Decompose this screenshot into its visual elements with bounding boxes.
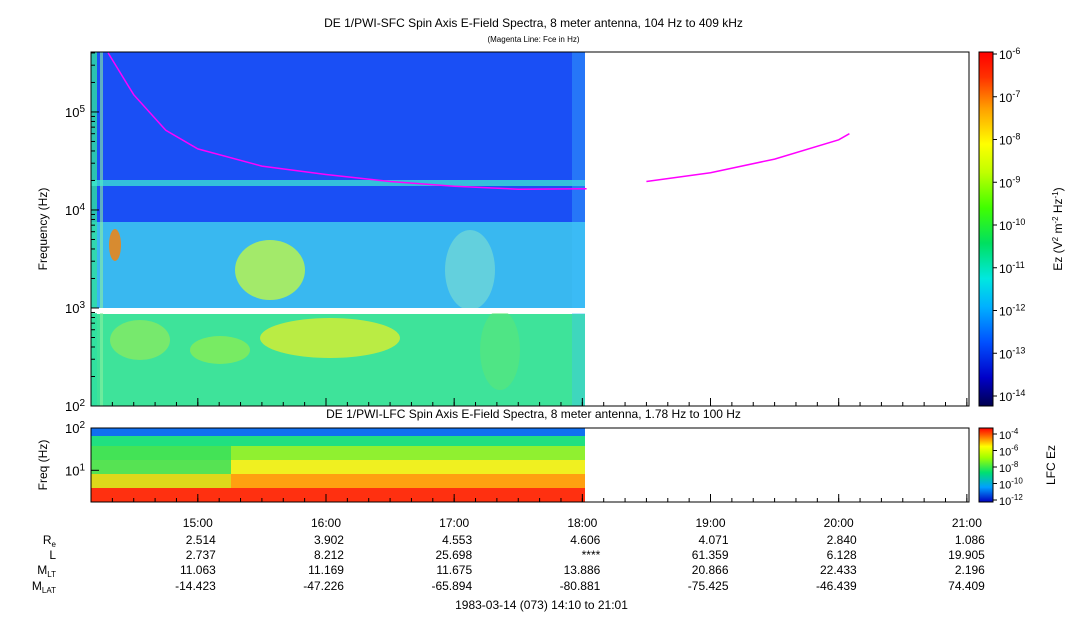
lfc-plot-frame [90, 427, 970, 503]
ephemeris-value: -65.894 [431, 579, 472, 593]
sfc-colorbar-tick-label: 10-10 [999, 217, 1025, 233]
ephemeris-value: 74.409 [948, 579, 985, 593]
time-tick-label: 18:00 [567, 516, 597, 530]
fce-line-segment [646, 133, 850, 183]
lfc-ytick-label: 101 [65, 462, 85, 478]
ephemeris-value: **** [582, 548, 601, 562]
fce-line-group [107, 52, 850, 190]
lfc-ylabel: Freq (Hz) [36, 440, 50, 491]
sfc-colorbar-label: Ez (V2 m-2 Hz-1) [1051, 187, 1065, 270]
ephemeris-value: -46.439 [816, 579, 857, 593]
lfc-ytick-label: 102 [65, 420, 85, 436]
ephemeris-value: 13.886 [564, 563, 601, 577]
ephemeris-row-label: MLAT [32, 579, 56, 595]
axis-ticks: 102 103 104 105 101 102 15:00 16:00 17:00 18:00 19… [32, 46, 1025, 595]
sfc-colorbar [978, 51, 994, 407]
ephemeris-value: 1.086 [955, 533, 985, 547]
time-tick-label: 17:00 [439, 516, 469, 530]
sfc-colorbar-tick-label: 10-14 [999, 388, 1025, 404]
lfc-colorbar-tick-label: 10-10 [999, 477, 1023, 492]
top-panel-title: DE 1/PWI-SFC Spin Axis E-Field Spectra, … [324, 16, 743, 30]
ephemeris-value: 2.840 [827, 533, 857, 547]
time-tick-label: 15:00 [183, 516, 213, 530]
ephemeris-value: 2.196 [955, 563, 985, 577]
sfc-colorbar-tick-label: 10-13 [999, 345, 1025, 361]
ephemeris-value: 2.737 [186, 548, 216, 562]
ephemeris-value: -80.881 [560, 579, 601, 593]
lfc-colorbar-tick-label: 10-8 [999, 460, 1019, 475]
time-tick-label: 19:00 [695, 516, 725, 530]
ephemeris-value: -14.423 [175, 579, 216, 593]
lfc-colorbar-tick-label: 10-4 [999, 427, 1019, 442]
time-tick-label: 20:00 [824, 516, 854, 530]
ephemeris-value: 4.071 [698, 533, 728, 547]
lfc-colorbar-label: LFC Ez [1044, 445, 1058, 485]
ephemeris-value: 25.698 [435, 548, 472, 562]
time-tick-label: 16:00 [311, 516, 341, 530]
ephemeris-value: 4.553 [442, 533, 472, 547]
ephemeris-value: 61.359 [692, 548, 729, 562]
ephemeris-value: -75.425 [688, 579, 729, 593]
time-tick-label: 21:00 [952, 516, 982, 530]
sfc-colorbar-tick-label: 10-6 [999, 46, 1020, 62]
sfc-plot-frame [90, 51, 970, 407]
ephemeris-value: 11.169 [308, 563, 344, 577]
ephemeris-value: 6.128 [827, 548, 857, 562]
ephemeris-value: 8.212 [314, 548, 344, 562]
ephemeris-value: 19.905 [948, 548, 985, 562]
ephemeris-value: 4.606 [570, 533, 600, 547]
sfc-ytick-label: 104 [65, 202, 85, 218]
sfc-colorbar-tick-label: 10-8 [999, 132, 1020, 148]
ephemeris-row-label: MLT [37, 563, 56, 579]
sfc-colorbar-tick-label: 10-7 [999, 89, 1020, 105]
lfc-spectrogram [91, 428, 585, 502]
ephemeris-row-label: Re [43, 533, 57, 549]
ephemeris-value: 2.514 [186, 533, 216, 547]
sfc-spectrogram [91, 52, 585, 406]
sfc-ylabel: Frequency (Hz) [36, 188, 50, 271]
footer-date-range: 1983-03-14 (073) 14:10 to 21:01 [455, 598, 628, 612]
lfc-colorbar-tick-label: 10-6 [999, 444, 1019, 459]
ephemeris-value: -47.226 [303, 579, 344, 593]
ephemeris-value: 20.866 [692, 563, 729, 577]
fce-line-segment [107, 52, 587, 190]
lfc-colorbar [978, 427, 994, 503]
sfc-colorbar-tick-label: 10-12 [999, 303, 1025, 319]
ephemeris-value: 22.433 [820, 563, 857, 577]
sfc-colorbar-tick-label: 10-9 [999, 174, 1020, 190]
lfc-colorbar-tick-label: 10-12 [999, 493, 1023, 508]
bottom-panel-title: DE 1/PWI-LFC Spin Axis E-Field Spectra, … [326, 407, 741, 421]
ephemeris-value: 11.063 [180, 563, 216, 577]
ephemeris-value: 3.902 [314, 533, 344, 547]
ephemeris-value: 11.675 [436, 563, 472, 577]
top-panel-subtitle: (Magenta Line: Fce in Hz) [487, 35, 580, 44]
sfc-ytick-label: 103 [65, 300, 85, 316]
ephemeris-row-label: L [49, 548, 56, 562]
sfc-ytick-label: 102 [65, 398, 85, 414]
sfc-ytick-label: 105 [65, 104, 85, 120]
sfc-colorbar-tick-label: 10-11 [999, 260, 1025, 276]
